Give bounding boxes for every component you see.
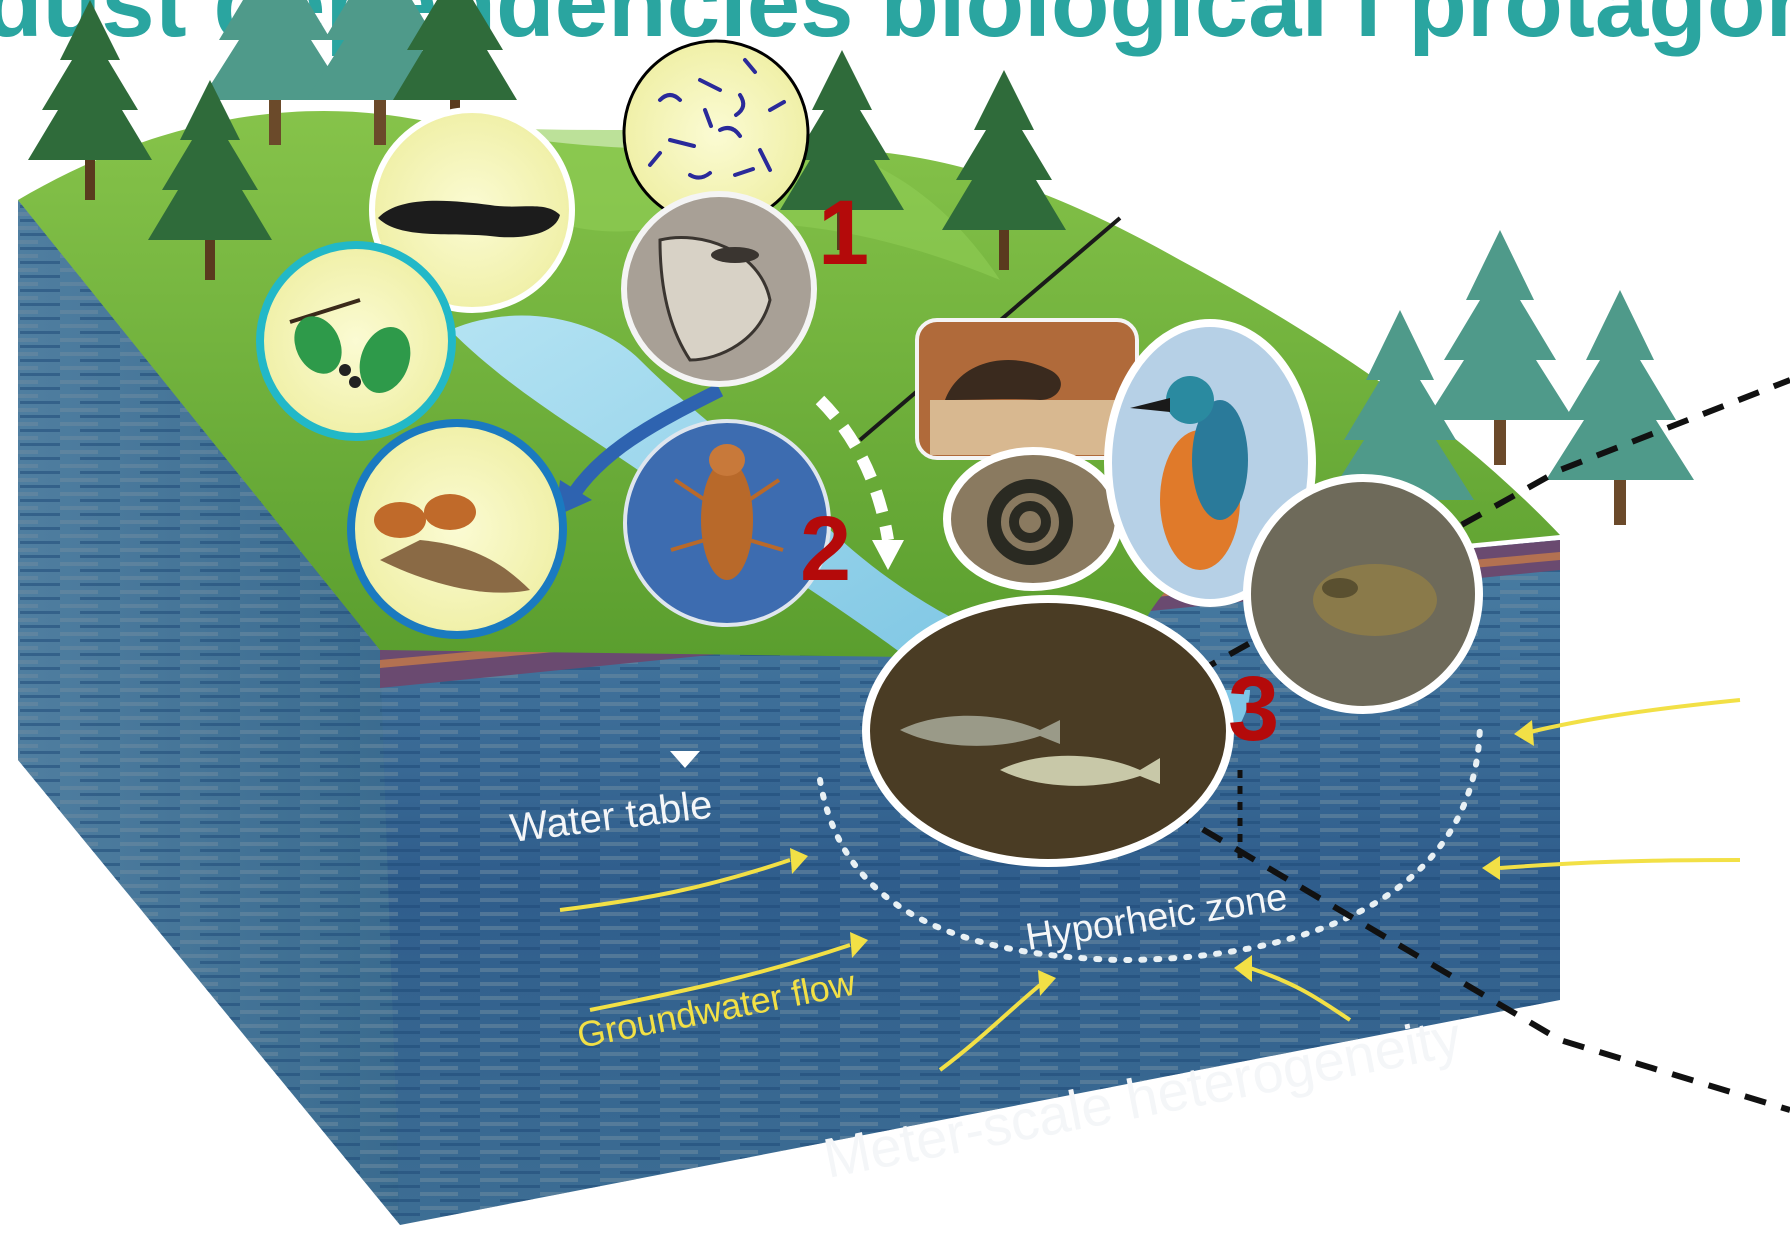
caddis-larva-icon xyxy=(369,107,575,313)
water-table-marker xyxy=(670,751,700,768)
otter-icon xyxy=(915,318,1139,460)
dashed-guide-line xyxy=(1168,807,1790,1113)
fish-icon xyxy=(862,595,1234,867)
marker-3: 3 xyxy=(1228,658,1279,760)
caddis-case-icon xyxy=(347,419,567,639)
marker-2: 2 xyxy=(800,498,851,600)
water-table-marker xyxy=(1630,661,1660,678)
ciliate-icon xyxy=(621,191,817,387)
groundwater-flow-arrows xyxy=(559,698,1741,1072)
alder-leaves-icon xyxy=(256,241,456,441)
downwelling-arrow xyxy=(815,395,894,541)
surface-flow-arrow xyxy=(563,383,724,504)
grass-snake-icon xyxy=(943,447,1123,591)
stonefly-nymph-icon xyxy=(623,419,831,627)
toad-icon xyxy=(1243,474,1483,714)
marker-1: 1 xyxy=(818,182,869,284)
hyporheic-boundary xyxy=(817,717,1483,964)
